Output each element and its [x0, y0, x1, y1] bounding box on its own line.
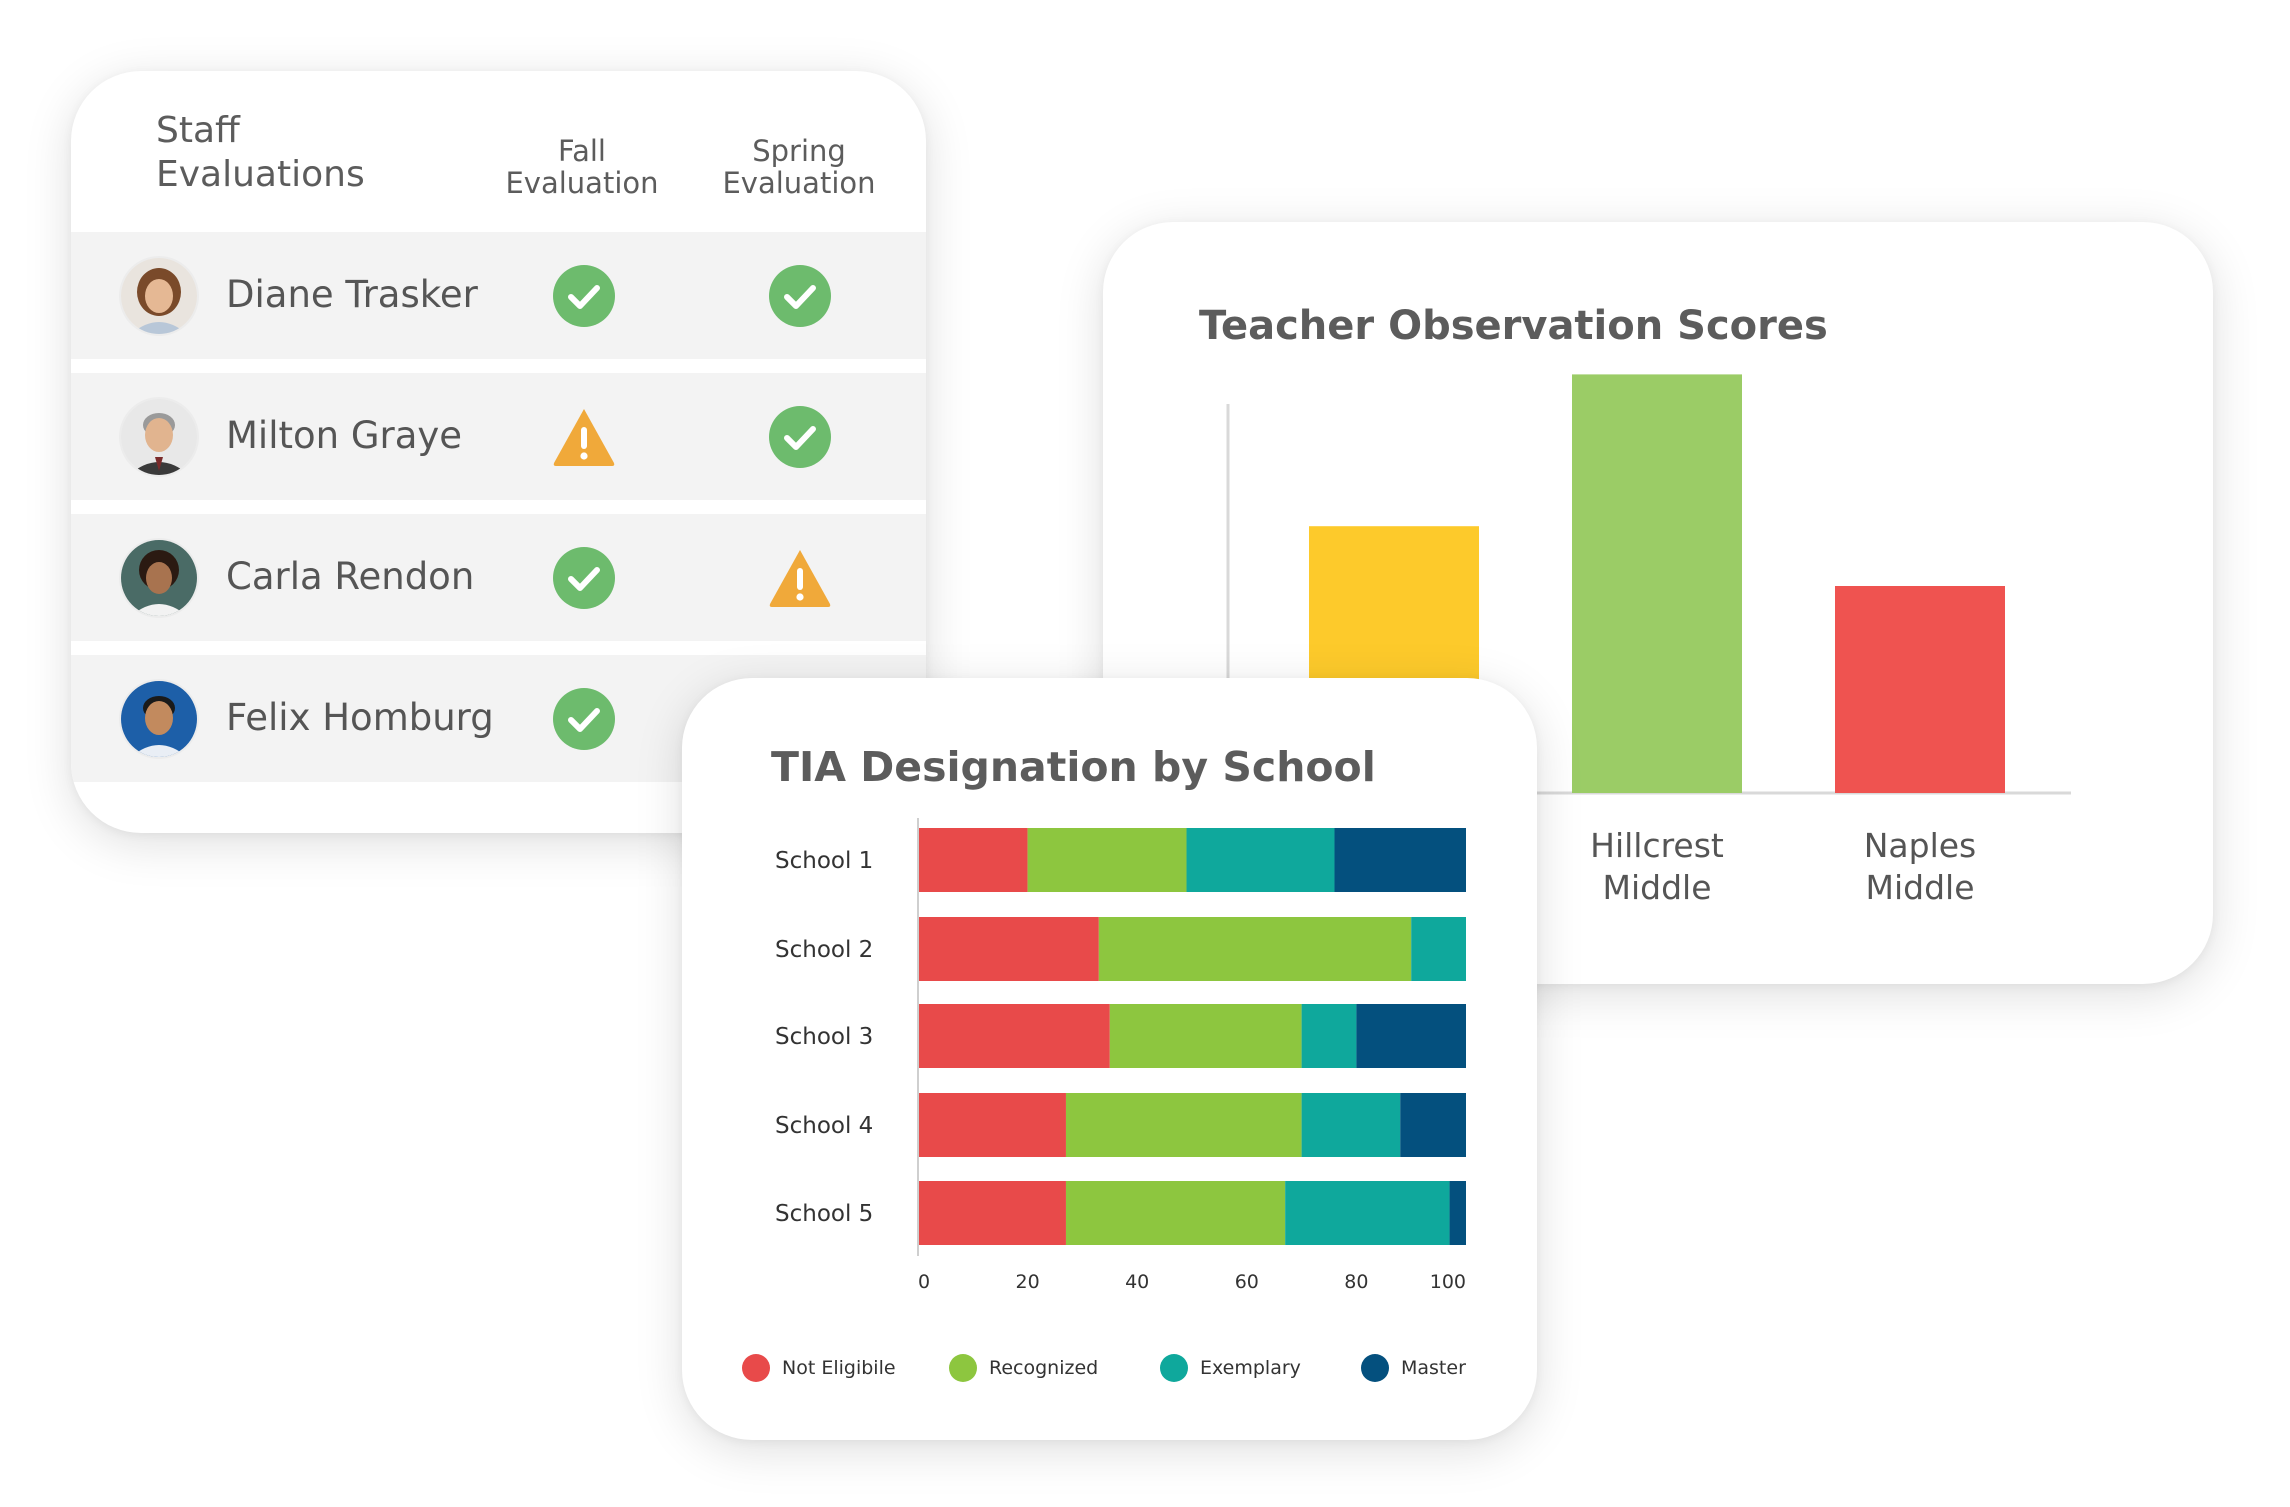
- staff-name: Milton Graye: [226, 414, 463, 457]
- bar-segment: [918, 1181, 1066, 1245]
- bar-segment: [918, 828, 1028, 892]
- bar-segment: [1301, 1004, 1357, 1068]
- spring-header-line1: Spring: [752, 134, 846, 168]
- warning-triangle-icon: [552, 405, 616, 469]
- x-tick-label: 60: [1235, 1271, 1259, 1293]
- staff-evaluations-title: Staff Evaluations: [156, 109, 365, 197]
- avatar: [121, 540, 197, 616]
- bar-segment: [1027, 828, 1187, 892]
- bar: [1835, 586, 2005, 793]
- x-tick-label: 0: [918, 1271, 930, 1293]
- fall-evaluation-header: Fall Evaluation: [482, 135, 682, 199]
- check-circle-icon: [552, 546, 616, 610]
- check-circle-icon: [768, 405, 832, 469]
- legend-label: Recognized: [989, 1357, 1099, 1379]
- bar-segment: [1186, 828, 1335, 892]
- staff-title-line1: Staff: [156, 110, 240, 151]
- x-tick-label: 40: [1125, 1271, 1149, 1293]
- bar-segment: [1449, 1181, 1466, 1245]
- category-label: School 1: [775, 848, 873, 874]
- staff-row[interactable]: Milton Graye: [71, 373, 926, 500]
- tia-chart-title: TIA Designation by School: [771, 743, 1376, 791]
- avatar: [121, 258, 197, 334]
- fall-header-line1: Fall: [558, 134, 606, 168]
- observation-chart-title: Teacher Observation Scores: [1199, 303, 1828, 349]
- bar-segment: [918, 917, 1099, 981]
- staff-name: Felix Homburg: [226, 696, 494, 739]
- category-label: School 4: [775, 1113, 873, 1139]
- legend-swatch: [1160, 1354, 1188, 1382]
- category-label: Hillcrest: [1590, 826, 1724, 865]
- x-tick-label: 80: [1344, 1271, 1368, 1293]
- check-circle-icon: [552, 264, 616, 328]
- staff-name: Carla Rendon: [226, 555, 475, 598]
- bar-segment: [1285, 1181, 1450, 1245]
- avatar: [121, 681, 197, 757]
- avatar: [121, 399, 197, 475]
- bar-segment: [1098, 917, 1412, 981]
- staff-row[interactable]: Diane Trasker: [71, 232, 926, 359]
- warning-triangle-icon: [768, 546, 832, 610]
- category-label: Middle: [1602, 868, 1711, 907]
- category-label: School 3: [775, 1024, 873, 1050]
- bar-segment: [918, 1004, 1110, 1068]
- chart-legend: Not Eligibile Recognized Exemplary Maste…: [742, 1348, 1502, 1388]
- legend-swatch: [742, 1354, 770, 1382]
- category-label: Middle: [1865, 868, 1974, 907]
- spring-evaluation-header: Spring Evaluation: [699, 135, 899, 199]
- bar-segment: [918, 1093, 1066, 1157]
- category-label: Naples: [1864, 826, 1977, 865]
- check-circle-icon: [552, 687, 616, 751]
- legend-label: Not Eligibile: [782, 1357, 896, 1379]
- bar-segment: [1065, 1093, 1302, 1157]
- staff-evaluations-card: Staff Evaluations Fall Evaluation Spring…: [71, 71, 926, 833]
- bar-segment: [1301, 1093, 1401, 1157]
- legend-swatch: [1361, 1354, 1389, 1382]
- check-circle-icon: [768, 264, 832, 328]
- category-label: School 5: [775, 1201, 873, 1227]
- spring-header-line2: Evaluation: [722, 166, 876, 200]
- bar-segment: [1400, 1093, 1466, 1157]
- bar: [1572, 374, 1742, 793]
- staff-row[interactable]: Carla Rendon: [71, 514, 926, 641]
- bar-segment: [1109, 1004, 1302, 1068]
- staff-name: Diane Trasker: [226, 273, 478, 316]
- x-tick-label: 20: [1016, 1271, 1040, 1293]
- tia-designation-card: TIA Designation by School School 1 School…: [682, 678, 1537, 1440]
- category-label: School 2: [775, 937, 873, 963]
- fall-header-line2: Evaluation: [505, 166, 659, 200]
- bar-segment: [1334, 828, 1466, 892]
- legend-label: Master: [1401, 1357, 1466, 1379]
- teacher-observation-card: Teacher Observation Scores Hillcrest Midd…: [1103, 222, 2213, 984]
- bar-segment: [1356, 1004, 1466, 1068]
- bar-segment: [1411, 917, 1466, 981]
- x-tick-label: 100: [1430, 1271, 1466, 1293]
- staff-title-line2: Evaluations: [156, 154, 365, 195]
- bar-segment: [1065, 1181, 1286, 1245]
- legend-label: Exemplary: [1200, 1357, 1301, 1379]
- legend-swatch: [949, 1354, 977, 1382]
- tia-stacked-bar-chart: School 1 School 2 School 3 School 4 School 5…: [775, 818, 1466, 1293]
